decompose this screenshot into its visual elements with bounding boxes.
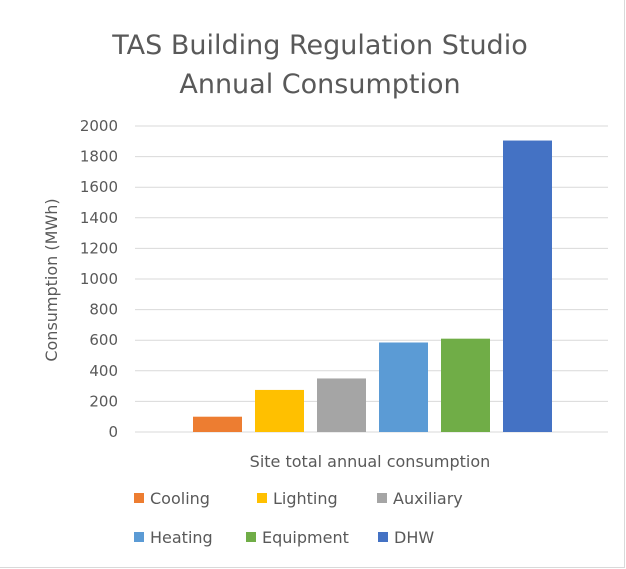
y-tick-label: 2000 [80, 117, 118, 135]
legend-swatch-auxiliary [377, 493, 387, 503]
chart-title-line-1: TAS Building Regulation Studio [111, 30, 527, 61]
bars [193, 140, 552, 432]
legend-label-equipment: Equipment [262, 528, 349, 547]
y-tick-label: 200 [89, 392, 118, 410]
legend-label-lighting: Lighting [273, 489, 338, 508]
y-tick-label: 1800 [80, 148, 118, 166]
chart-title-line-2: Annual Consumption [179, 69, 460, 100]
legend-label-auxiliary: Auxiliary [393, 489, 463, 508]
bar-heating [379, 342, 428, 432]
legend: Cooling Lighting Auxiliary Heating Equipment… [134, 489, 463, 547]
x-axis-category-label: Site total annual consumption [250, 452, 491, 471]
bar-cooling [193, 416, 242, 432]
y-tick-label: 1000 [80, 270, 118, 288]
bar-lighting [255, 389, 304, 432]
bar-equipment [441, 338, 490, 432]
y-tick-label: 1200 [80, 239, 118, 257]
y-tick-label: 1600 [80, 178, 118, 196]
legend-swatch-lighting [257, 493, 267, 503]
legend-swatch-dhw [378, 532, 388, 542]
y-tick-label: 0 [108, 423, 118, 441]
legend-label-dhw: DHW [394, 528, 434, 547]
y-tick-label: 600 [89, 331, 118, 349]
legend-swatch-cooling [134, 493, 144, 503]
y-tick-label: 800 [89, 301, 118, 319]
legend-swatch-heating [134, 532, 144, 542]
legend-label-cooling: Cooling [150, 489, 210, 508]
y-tick-label: 1400 [80, 209, 118, 227]
y-axis-title: Consumption (MWh) [42, 198, 61, 361]
bar-auxiliary [317, 378, 366, 432]
legend-label-heating: Heating [150, 528, 213, 547]
y-axis-tick-labels: 0 200 400 600 800 1000 1200 1400 1600 1800 2000 [80, 117, 118, 441]
legend-swatch-equipment [246, 532, 256, 542]
y-tick-label: 400 [89, 362, 118, 380]
bar-dhw [503, 140, 552, 432]
